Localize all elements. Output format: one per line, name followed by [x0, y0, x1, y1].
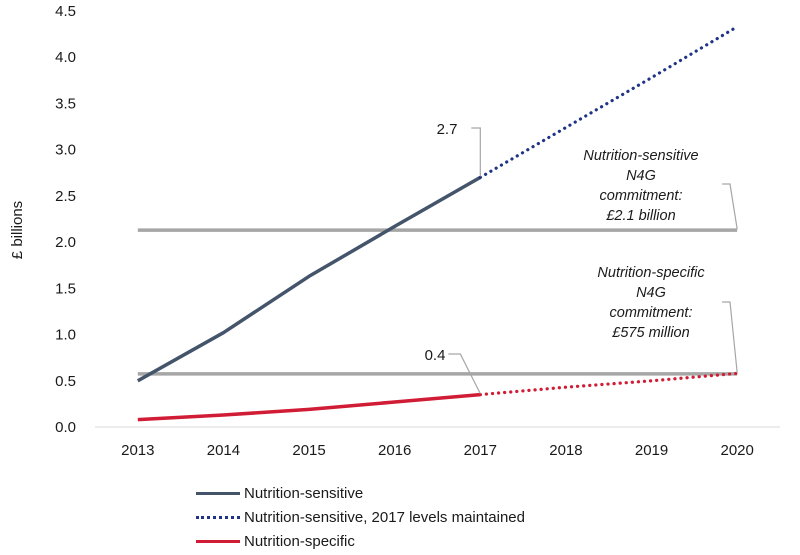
callout-leader-line	[722, 301, 738, 373]
callout-leaders	[448, 127, 738, 394]
x-tick-label: 2014	[207, 442, 240, 459]
series-lines	[136, 25, 739, 422]
data-label: 2.7	[437, 121, 458, 138]
annotation-line: commitment:	[600, 188, 683, 204]
legend-item-nutrition-sensitive: Nutrition-sensitive	[196, 481, 525, 505]
y-axis-label: £ billions	[9, 201, 26, 259]
y-tick-label: 2.0	[55, 234, 76, 251]
annotation-line: commitment:	[610, 305, 693, 321]
legend-swatch-solid-blue	[196, 491, 240, 495]
annotation-line: N4G	[636, 285, 666, 301]
callout-leader-line	[448, 353, 481, 394]
series-line-1	[478, 25, 739, 179]
x-tick-label: 2020	[721, 442, 754, 459]
callout-leader-line	[722, 183, 738, 230]
y-axis-ticks: 0.0 0.5 1.0 1.5 2.0 2.5 3.0 3.5 4.0 4.5	[55, 3, 76, 436]
y-tick-label: 2.5	[55, 188, 76, 205]
y-tick-label: 0.5	[55, 373, 76, 390]
series-line-2	[137, 392, 481, 422]
x-tick-label: 2017	[464, 442, 497, 459]
x-axis-ticks: 2013 2014 2015 2016 2017 2018 2019 2020	[121, 442, 754, 459]
x-tick-label: 2018	[549, 442, 582, 459]
annotation-note: Nutrition-sensitive N4G commitment: £2.1 bi…	[583, 148, 698, 224]
data-labels: 2.7 0.4	[425, 121, 458, 364]
legend-label: Nutrition-sensitive, 2017 levels maintai…	[244, 508, 525, 526]
legend-swatch-dotted-blue	[196, 515, 240, 519]
y-tick-label: 1.5	[55, 280, 76, 297]
legend-label: Nutrition-sensitive	[244, 484, 364, 502]
legend-swatch-solid-red	[196, 539, 240, 543]
annotation-line: £2.1 billion	[605, 208, 675, 224]
x-tick-label: 2016	[378, 442, 411, 459]
y-tick-label: 0.0	[55, 419, 76, 436]
callout-leader-line	[471, 127, 481, 177]
annotation-note: Nutrition-specific N4G commitment: £575 mil…	[597, 265, 705, 341]
reference-lines	[137, 228, 738, 376]
y-tick-label: 4.5	[55, 3, 76, 20]
y-tick-label: 1.0	[55, 327, 76, 344]
legend-label: Nutrition-specific	[244, 532, 355, 550]
annotations: Nutrition-sensitive N4G commitment: £2.1 bi…	[583, 148, 705, 341]
annotation-line: Nutrition-sensitive	[583, 148, 698, 164]
legend: Nutrition-sensitive Nutrition-sensitive,…	[196, 481, 525, 553]
series-line-3	[478, 371, 739, 397]
annotation-line: N4G	[626, 168, 656, 184]
y-tick-label: 4.0	[55, 49, 76, 66]
x-tick-label: 2015	[292, 442, 325, 459]
data-label: 0.4	[425, 347, 446, 364]
legend-item-nutrition-sensitive-maintained: Nutrition-sensitive, 2017 levels maintai…	[196, 505, 525, 529]
series-line-0	[136, 175, 482, 383]
x-tick-label: 2013	[121, 442, 154, 459]
annotation-line: Nutrition-specific	[597, 265, 705, 281]
annotation-line: £575 million	[611, 325, 689, 341]
y-tick-label: 3.5	[55, 95, 76, 112]
y-tick-label: 3.0	[55, 142, 76, 159]
legend-item-nutrition-specific: Nutrition-specific	[196, 529, 525, 553]
x-tick-label: 2019	[635, 442, 668, 459]
